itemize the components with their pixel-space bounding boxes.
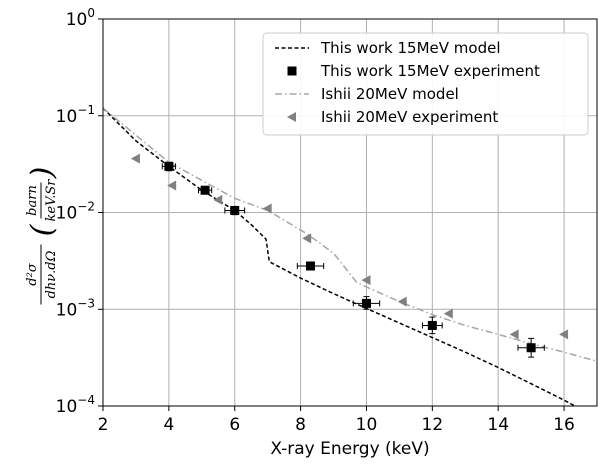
- x-tick-label: 8: [295, 415, 306, 435]
- ishii-experiment-point: [213, 194, 223, 205]
- x-axis-title: X-ray Energy (keV): [270, 439, 429, 459]
- series-layer: [103, 107, 597, 406]
- x-tick-label: 2: [98, 415, 109, 435]
- x-tick-label: 16: [553, 415, 575, 435]
- ishii-experiment-point: [397, 296, 407, 307]
- ishii-experiment-point: [130, 153, 140, 164]
- x-tick-label: 14: [487, 415, 509, 435]
- legend-swatch: [287, 66, 297, 76]
- x-tick-label: 6: [229, 415, 240, 435]
- x-axis-ticks: 2 4 6 8 10 12 14 16: [98, 406, 575, 435]
- this-work-experiment-point: [200, 185, 210, 195]
- y-tick-label: 100: [66, 6, 95, 30]
- ishii-experiment-point: [559, 329, 569, 340]
- y-tick-label: 10−3: [56, 296, 95, 320]
- y-label-paren-left: (: [25, 223, 60, 236]
- legend: This work 15MeV model This work 15MeV exp…: [262, 32, 589, 136]
- y-tick-label: 10−2: [56, 200, 95, 224]
- y-axis-ticks: 10−4 10−3 10−2 10−1 100: [56, 6, 103, 417]
- ishii-experiment-point: [361, 275, 371, 286]
- ishii-experiment-point: [302, 233, 312, 244]
- ishii-experiment-point: [443, 308, 453, 319]
- x-tick-label: 10: [356, 415, 378, 435]
- x-tick-label: 4: [163, 415, 174, 435]
- series-line-ishii-model: [103, 107, 597, 362]
- legend-label: Ishii 20MeV model: [321, 85, 459, 103]
- legend-label: Ishii 20MeV experiment: [321, 108, 498, 126]
- this-work-experiment-point: [230, 205, 240, 215]
- legend-frame: [262, 32, 589, 136]
- y-axis-title: d²σ dhν.dΩ ( barn keV.Sr): [25, 167, 60, 305]
- ishii-experiment-point: [262, 203, 272, 214]
- this-work-experiment-point: [427, 320, 437, 330]
- y-tick-label: 10−1: [56, 103, 95, 127]
- series-line-this-work-model: [103, 107, 577, 406]
- this-work-experiment-point: [361, 298, 371, 308]
- this-work-experiment-point: [526, 343, 536, 353]
- x-tick-label: 12: [422, 415, 444, 435]
- y-label-unit-numerator: barn: [25, 185, 40, 216]
- legend-label: This work 15MeV experiment: [320, 62, 540, 80]
- legend-label: This work 15MeV model: [320, 39, 500, 57]
- y-label-numerator: d²σ: [25, 262, 40, 286]
- legend-swatch: [287, 112, 296, 122]
- y-tick-label: 10−4: [56, 393, 95, 417]
- this-work-experiment-point: [164, 161, 174, 171]
- y-label-denominator: dhν.dΩ: [44, 250, 59, 298]
- ishii-experiment-point: [509, 329, 519, 340]
- this-work-experiment-point: [305, 261, 315, 271]
- ishii-experiment-point: [167, 180, 177, 191]
- y-label-unit-denominator: keV.Sr: [44, 179, 59, 222]
- y-label-paren-right: ): [25, 167, 60, 180]
